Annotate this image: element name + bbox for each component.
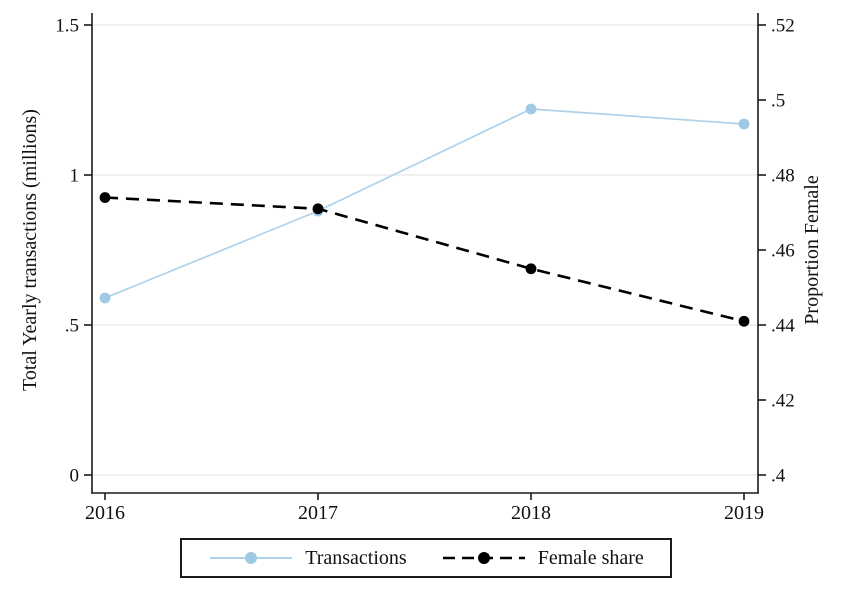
right-tick-label: .5 [771,91,785,112]
data-point-female-share-2016 [99,192,111,203]
data-point-female-share-2019 [738,315,750,327]
data-point-transactions-2019 [738,118,750,130]
left-tick-label: 1.5 [55,16,79,37]
series-line-transactions [104,108,745,299]
x-tick-label: 2016 [85,502,125,524]
right-tick-label: .48 [771,166,795,187]
data-point-transactions-2018 [525,103,537,115]
x-tick-label: 2018 [511,502,551,524]
left-axis-title: Total Yearly transactions (millions) [19,109,41,391]
x-tick-label: 2017 [298,502,338,524]
data-point-female-share-2018 [525,263,537,275]
legend-label-female-share: Female share [537,546,644,569]
legend-item-female-share: Female share [441,547,644,570]
legend-item-transactions: Transactions [208,546,407,570]
legend-label-transactions: Transactions [305,546,407,569]
legend: Transactions Female share [180,538,672,578]
series-line-female-share [104,196,745,323]
x-tick-label: 2019 [724,502,764,524]
right-tick-label: .52 [771,16,795,37]
data-point-transactions-2016 [99,292,111,304]
right-tick-label: .46 [771,241,795,262]
right-tick-label: .4 [771,466,786,487]
transactions-line-sample-icon [210,552,293,564]
data-point-female-share-2017 [312,203,324,215]
right-axis-title: Proportion Female [801,175,823,325]
left-tick-label: 0 [70,466,80,487]
right-tick-label: .42 [771,391,795,412]
left-tick-label: .5 [65,316,79,337]
right-tick-label: .44 [771,316,795,337]
female-share-line-sample-icon [442,552,525,564]
left-tick-label: 1 [70,166,80,187]
